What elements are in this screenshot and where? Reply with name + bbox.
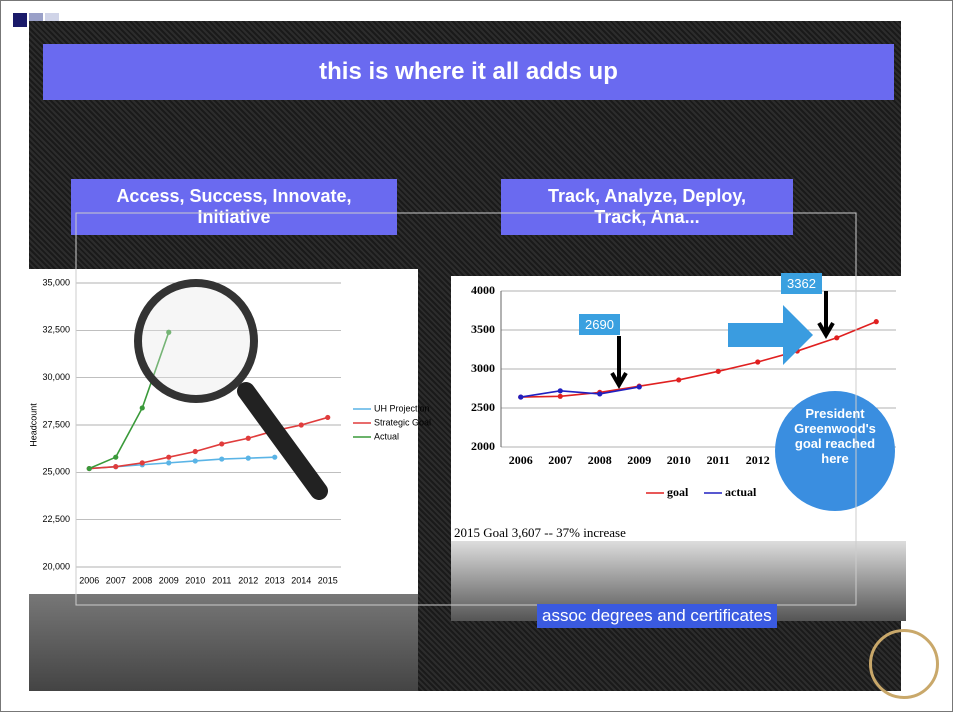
- y-tick-label: 4000: [471, 283, 495, 297]
- charts: 20,000 22,500 25,000 27,500 30,000 32,500 35,0…: [1, 1, 953, 713]
- y-tick-label: 32,500: [42, 325, 70, 335]
- point: [219, 456, 224, 461]
- big-arrow: [728, 305, 813, 365]
- x-tick-label: 2006: [79, 575, 99, 585]
- x-tick-label: 2011: [212, 575, 231, 585]
- y-tick-label: 30,000: [42, 372, 70, 382]
- x-tick-label: 2015: [318, 575, 338, 585]
- point: [597, 391, 602, 396]
- point: [299, 422, 304, 427]
- point: [246, 436, 251, 441]
- legend-label: goal: [667, 485, 689, 499]
- point: [193, 458, 198, 463]
- arrow: [612, 336, 626, 385]
- y-tick-label: 2000: [471, 439, 495, 453]
- y-tick-label: 2500: [471, 400, 495, 414]
- caption: assoc degrees and certificates: [537, 604, 777, 628]
- point: [193, 449, 198, 454]
- point: [558, 394, 563, 399]
- x-tick-label: 2009: [627, 453, 651, 467]
- bubble-text: President Greenwood's goal reached here: [781, 406, 889, 466]
- y-tick-label: 3500: [471, 322, 495, 336]
- point: [874, 319, 879, 324]
- x-tick-label: 2012: [238, 575, 258, 585]
- x-tick-label: 2008: [132, 575, 152, 585]
- point: [113, 464, 118, 469]
- point: [325, 415, 330, 420]
- y-tick-label: 35,000: [42, 277, 70, 287]
- x-tick-label: 2007: [106, 575, 126, 585]
- x-tick-label: 2014: [291, 575, 311, 585]
- arrow: [819, 291, 833, 335]
- x-tick-label: 2010: [185, 575, 205, 585]
- x-tick-label: 2007: [548, 453, 572, 467]
- y-axis-label: Headcount: [28, 403, 38, 447]
- x-tick-label: 2010: [667, 453, 691, 467]
- y-tick-label: 27,500: [42, 419, 70, 429]
- seal: [869, 629, 939, 699]
- point: [676, 377, 681, 382]
- point: [140, 460, 145, 465]
- point: [558, 388, 563, 393]
- y-tick-label: 22,500: [42, 514, 70, 524]
- point: [166, 460, 171, 465]
- point: [219, 441, 224, 446]
- point: [716, 369, 721, 374]
- point: [246, 456, 251, 461]
- point: [834, 335, 839, 340]
- x-tick-label: 2013: [265, 575, 285, 585]
- x-tick-label: 2009: [159, 575, 179, 585]
- slide: this is where it all adds up Access, Suc…: [0, 0, 953, 712]
- callout: 2690: [579, 314, 620, 335]
- legend-label: Strategic Goal: [374, 417, 431, 427]
- y-tick-label: 20,000: [42, 561, 70, 571]
- point: [140, 405, 145, 410]
- point: [755, 359, 760, 364]
- point: [113, 455, 118, 460]
- x-tick-label: 2008: [588, 453, 612, 467]
- point: [637, 384, 642, 389]
- legend-label: UH Projection: [374, 403, 430, 413]
- frame: [76, 213, 856, 605]
- x-tick-label: 2011: [707, 453, 730, 467]
- legend-label: actual: [725, 485, 757, 499]
- point: [518, 394, 523, 399]
- x-tick-label: 2012: [746, 453, 770, 467]
- magnifier: [138, 283, 319, 491]
- callout: 3362: [781, 273, 822, 294]
- y-tick-label: 3000: [471, 361, 495, 375]
- point: [87, 466, 92, 471]
- legend-label: Actual: [374, 431, 399, 441]
- x-tick-label: 2006: [509, 453, 533, 467]
- point: [166, 455, 171, 460]
- point: [272, 455, 277, 460]
- y-tick-label: 25,000: [42, 467, 70, 477]
